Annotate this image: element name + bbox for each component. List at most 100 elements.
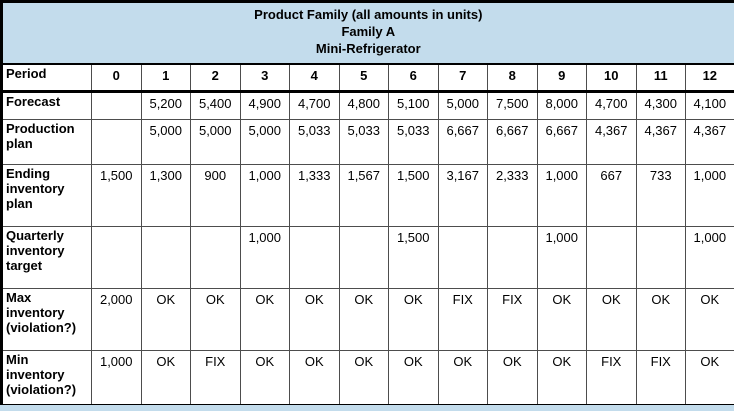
cell-period-8: 7,500 xyxy=(487,91,538,121)
cell-period-6: 1,500 xyxy=(388,226,439,290)
cell-period-5: OK xyxy=(338,350,389,407)
cell-period-9: 1,000 xyxy=(536,226,587,290)
cell-period-1: 1,300 xyxy=(140,164,191,228)
cell-period-2: 2 xyxy=(190,63,241,94)
table-row-quarterly-inventory-target: Quarterly inventory target 1,000 1,500 1,00… xyxy=(1,226,734,290)
cell-period-10 xyxy=(586,226,637,290)
cell-period-6: 1,500 xyxy=(388,164,439,228)
cell-period-2: 900 xyxy=(190,164,241,228)
cell-period-11: 733 xyxy=(635,164,686,228)
cell-period-5: 5,033 xyxy=(338,119,389,166)
table-title: Product Family (all amounts in units) Fa… xyxy=(1,0,734,65)
cell-period-0 xyxy=(91,226,142,290)
table-row-forecast: Forecast 5,200 5,400 4,900 4,700 4,800 5,100 5,… xyxy=(1,91,734,121)
row-label: Forecast xyxy=(1,91,92,121)
cell-period-12: 4,100 xyxy=(685,91,734,121)
cell-period-0: 1,000 xyxy=(91,350,142,407)
cell-period-12: 12 xyxy=(685,63,734,94)
cell-period-3: 1,000 xyxy=(239,164,290,228)
cell-period-8: OK xyxy=(487,350,538,407)
cell-period-11: 11 xyxy=(635,63,686,94)
cell-period-11: FIX xyxy=(635,350,686,407)
row-label: Period xyxy=(1,63,92,94)
cell-period-7: 5,000 xyxy=(437,91,488,121)
cell-period-5: 1,567 xyxy=(338,164,389,228)
cell-period-5: 4,800 xyxy=(338,91,389,121)
cell-period-10: OK xyxy=(586,288,637,352)
cell-period-12: 1,000 xyxy=(685,164,734,228)
cell-period-12: OK xyxy=(685,288,734,352)
cell-period-3: 5,000 xyxy=(239,119,290,166)
table-row-min-inventory-violation: Min inventory (violation?) 1,000 OK FIX OK OK… xyxy=(1,350,734,407)
row-label: Max inventory (violation?) xyxy=(1,288,92,352)
cell-period-12: 4,367 xyxy=(685,119,734,166)
cell-period-0 xyxy=(91,91,142,121)
cell-period-10: FIX xyxy=(586,350,637,407)
cell-period-8: 8 xyxy=(487,63,538,94)
cell-period-5: OK xyxy=(338,288,389,352)
cell-period-6: OK xyxy=(388,288,439,352)
cell-period-2: FIX xyxy=(190,350,241,407)
row-label: Min inventory (violation?) xyxy=(1,350,92,407)
cell-period-8: 6,667 xyxy=(487,119,538,166)
table-row-max-inventory-violation: Max inventory (violation?) 2,000 OK OK OK OK O… xyxy=(1,288,734,352)
cell-period-9: 1,000 xyxy=(536,164,587,228)
cell-period-7: 7 xyxy=(437,63,488,94)
table-row-production-plan: Production plan 5,000 5,000 5,000 5,033 5,033… xyxy=(1,119,734,166)
cell-period-5: 5 xyxy=(338,63,389,94)
cell-period-11: 4,367 xyxy=(635,119,686,166)
cell-period-4: 4,700 xyxy=(289,91,340,121)
cell-period-10: 4,367 xyxy=(586,119,637,166)
cell-period-4: OK xyxy=(289,350,340,407)
cell-period-10: 4,700 xyxy=(586,91,637,121)
cell-period-3: 3 xyxy=(239,63,290,94)
cell-period-2: OK xyxy=(190,288,241,352)
cell-period-1: 5,000 xyxy=(140,119,191,166)
cell-period-10: 10 xyxy=(586,63,637,94)
cell-period-0: 2,000 xyxy=(91,288,142,352)
cell-period-7: 6,667 xyxy=(437,119,488,166)
cell-period-6: 5,100 xyxy=(388,91,439,121)
cell-period-7: 3,167 xyxy=(437,164,488,228)
cell-period-4 xyxy=(289,226,340,290)
cell-period-9: OK xyxy=(536,350,587,407)
row-label: Production plan xyxy=(1,119,92,166)
cell-period-1: OK xyxy=(140,288,191,352)
cell-period-6: 6 xyxy=(388,63,439,94)
cell-period-9: 6,667 xyxy=(536,119,587,166)
cell-period-1: OK xyxy=(140,350,191,407)
next-section-header-strip xyxy=(0,404,734,411)
cell-period-11 xyxy=(635,226,686,290)
cell-period-2: 5,000 xyxy=(190,119,241,166)
cell-period-12: OK xyxy=(685,350,734,407)
cell-period-8 xyxy=(487,226,538,290)
table-row-ending-inventory-plan: Ending inventory plan 1,500 1,300 900 1,000 1… xyxy=(1,164,734,228)
cell-period-12: 1,000 xyxy=(685,226,734,290)
cell-period-8: 2,333 xyxy=(487,164,538,228)
cell-period-11: OK xyxy=(635,288,686,352)
cell-period-11: 4,300 xyxy=(635,91,686,121)
cell-period-4: OK xyxy=(289,288,340,352)
cell-period-5 xyxy=(338,226,389,290)
cell-period-2 xyxy=(190,226,241,290)
cell-period-9: OK xyxy=(536,288,587,352)
cell-period-1: 5,200 xyxy=(140,91,191,121)
row-label: Ending inventory plan xyxy=(1,164,92,228)
cell-period-3: OK xyxy=(239,350,290,407)
row-label: Quarterly inventory target xyxy=(1,226,92,290)
cell-period-2: 5,400 xyxy=(190,91,241,121)
table-title-row: Product Family (all amounts in units) Fa… xyxy=(1,0,734,65)
table-row-period: Period 0 1 2 3 4 5 6 7 8 9 10 11 12 xyxy=(1,63,734,94)
cell-period-7 xyxy=(437,226,488,290)
cell-period-7: OK xyxy=(437,350,488,407)
cell-period-0 xyxy=(91,119,142,166)
cell-period-1: 1 xyxy=(140,63,191,94)
title-line-family: Family A xyxy=(341,23,396,39)
cell-period-7: FIX xyxy=(437,288,488,352)
cell-period-3: 1,000 xyxy=(239,226,290,290)
cell-period-4: 1,333 xyxy=(289,164,340,228)
cell-period-0: 0 xyxy=(91,63,142,94)
cell-period-10: 667 xyxy=(586,164,637,228)
